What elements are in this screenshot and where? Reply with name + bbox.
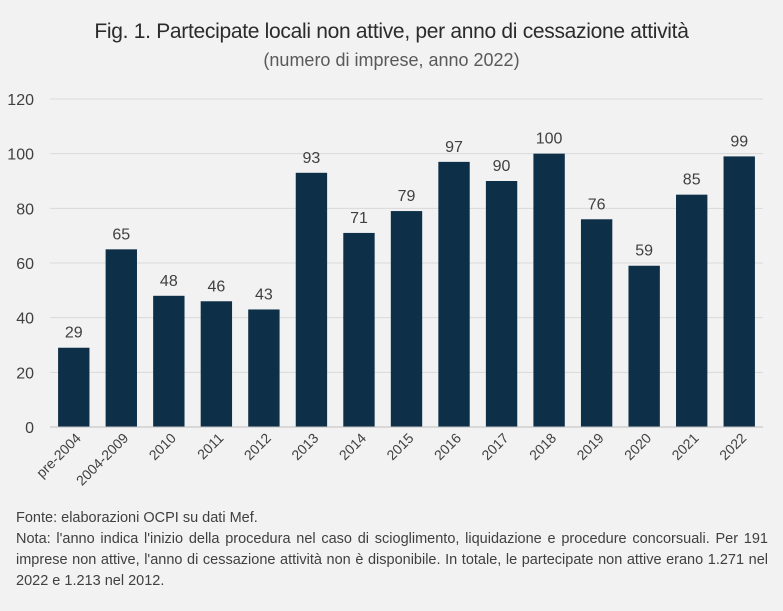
data-labels: 29 65 48 46 43 93 71 79 97 90 100 76 59 85 99 [65,131,748,342]
x-tick-label: 2018 [526,430,559,463]
footnote: Nota: l'anno indica l'inizio della proce… [16,531,768,589]
y-tick-label: 40 [16,311,34,328]
data-label: 97 [445,139,463,156]
data-label: 71 [350,210,368,227]
source-note: Fonte: elaborazioni OCPI su dati Mef. [16,510,258,526]
data-label: 46 [207,278,225,295]
data-label: 59 [635,243,653,260]
data-label: 29 [65,325,83,342]
bar [390,211,423,427]
bars [58,153,755,427]
y-tick-label: 80 [16,201,34,218]
y-tick-label: 20 [16,365,34,382]
data-label: 43 [255,286,273,303]
bar [200,301,233,427]
chart-title: Fig. 1. Partecipate locali non attive, p… [94,20,689,43]
x-tick-label: 2014 [336,430,369,463]
y-tick-label: 60 [16,256,34,273]
bar [580,219,613,427]
x-tick-label: 2020 [621,430,654,463]
bar [628,265,660,427]
x-tick-label: 2016 [431,430,464,463]
bar [485,181,518,427]
x-tick-label: 2012 [241,430,274,463]
bar [676,194,708,427]
x-tick-label: 2017 [478,430,511,463]
x-tick-label: 2022 [716,430,749,463]
y-tick-label: 0 [25,420,34,437]
x-tick-label: 2010 [146,430,179,463]
y-tick-label: 120 [7,92,34,109]
data-label: 90 [493,158,511,175]
bar [153,295,185,427]
bar [438,161,470,427]
x-tick-label: 2011 [194,430,227,463]
data-label: 76 [588,196,606,213]
data-label: 99 [730,133,748,150]
bar [105,249,137,427]
bar [58,347,90,427]
chart-notes: Fonte: elaborazioni OCPI su dati Mef. No… [16,508,768,592]
x-tick-label: 2019 [573,430,606,463]
bar [248,309,280,427]
data-label: 79 [398,188,416,205]
data-label: 65 [112,226,130,243]
x-tick-label: 2013 [288,430,321,463]
bar [533,153,565,427]
bar [295,172,328,427]
data-label: 48 [160,273,178,290]
data-label: 93 [303,150,321,167]
y-tick-label: 100 [7,147,34,164]
bar [723,156,755,427]
chart-subtitle: (numero di imprese, anno 2022) [263,50,520,70]
data-label: 85 [683,172,701,189]
data-label: 100 [536,131,563,148]
y-axis-ticks: 0 20 40 60 80 100 120 [7,92,34,437]
bar [343,232,375,427]
x-tick-label: 2015 [383,430,416,463]
x-tick-label: 2004-2009 [73,430,132,489]
x-tick-label: 2021 [668,430,701,463]
